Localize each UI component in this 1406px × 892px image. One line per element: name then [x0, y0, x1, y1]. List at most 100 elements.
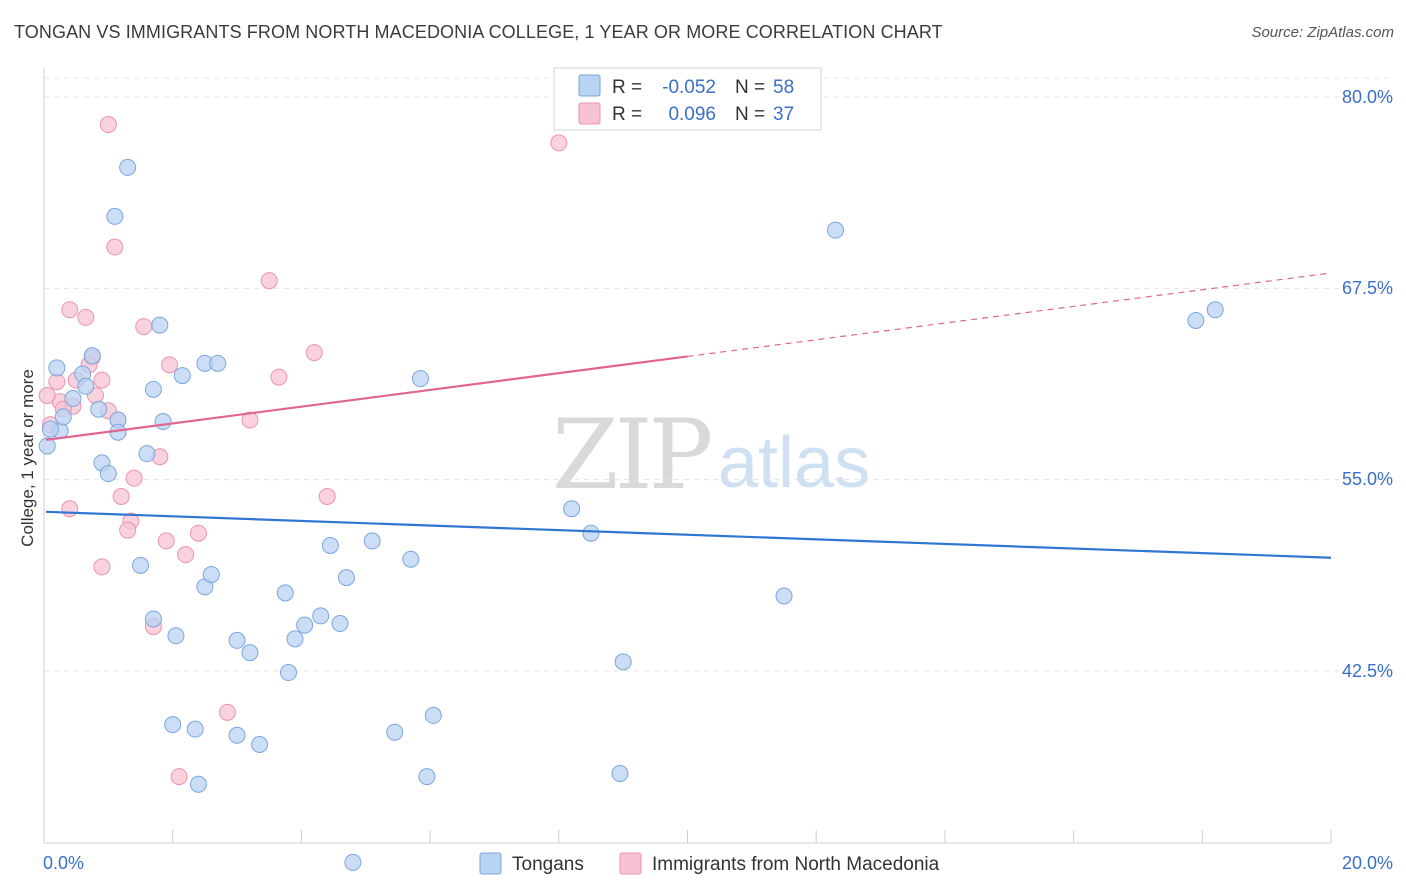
x-tick-label-max: 20.0% [1342, 853, 1393, 873]
pink-point-32 [189, 524, 207, 542]
blue-point-46 [189, 775, 207, 793]
blue-point-30 [276, 584, 294, 602]
pink-point-6 [260, 272, 278, 290]
series-legend-swatch-blue [479, 852, 502, 875]
blue-point-26 [202, 566, 220, 584]
pink-trend-line-solid [45, 355, 688, 441]
pink-point-27 [318, 488, 336, 506]
blue-point-54 [827, 221, 845, 239]
blue-point-34 [321, 536, 339, 554]
blue-point-38 [402, 550, 420, 568]
blue-points [38, 158, 1224, 871]
blue-point-19 [173, 367, 191, 385]
series-legend-label-blue: Tongans [512, 854, 584, 875]
blue-point-27 [228, 631, 246, 649]
blue-point-22 [132, 556, 150, 574]
pink-point-3 [61, 301, 79, 319]
legend-r-label-pink: R = [612, 104, 642, 125]
pink-point-1 [550, 134, 568, 152]
pink-point-37 [170, 768, 188, 786]
pink-point-31 [157, 532, 175, 550]
pink-trend-line-dashed [687, 272, 1332, 358]
blue-point-56 [1206, 301, 1224, 319]
blue-point-0 [38, 437, 56, 455]
blue-point-32 [296, 616, 314, 634]
pink-point-33 [177, 546, 195, 564]
blue-point-35 [331, 615, 349, 633]
blue-point-13 [119, 158, 137, 176]
correlation-legend: R = -0.052 N = 58 R = 0.096 N = 37 [553, 67, 822, 131]
blue-point-47 [418, 768, 436, 786]
pink-point-26 [112, 488, 130, 506]
legend-n-label-pink: N = [735, 104, 765, 125]
blue-point-24 [167, 627, 185, 645]
legend-swatch-blue [578, 74, 601, 97]
blue-point-33 [312, 607, 330, 625]
blue-point-49 [582, 524, 600, 542]
grid-lines [44, 77, 1392, 672]
legend-r-label-blue: R = [612, 77, 642, 98]
blue-point-41 [186, 720, 204, 738]
y-tick-label-55-0: 55.0% [1342, 469, 1393, 489]
blue-point-45 [424, 706, 442, 724]
legend-r-value-blue: -0.052 [662, 77, 716, 98]
blue-point-17 [151, 316, 169, 334]
pink-point-21 [241, 411, 259, 429]
y-tick-label-80-0: 80.0% [1342, 87, 1393, 107]
blue-point-29 [280, 664, 298, 682]
legend-swatch-pink [578, 102, 601, 125]
blue-point-28 [241, 644, 259, 662]
blue-point-21 [209, 354, 227, 372]
source-label: Source: ZipAtlas.com [1251, 24, 1394, 41]
pink-point-2 [106, 238, 124, 256]
blue-point-39 [411, 370, 429, 388]
blue-point-18 [154, 413, 172, 431]
trend-lines [45, 272, 1332, 559]
blue-point-57 [41, 420, 59, 438]
pink-point-0 [99, 116, 117, 134]
pink-point-11 [270, 368, 288, 386]
y-tick-label-42-5: 42.5% [1342, 661, 1393, 681]
blue-point-53 [775, 587, 793, 605]
blue-point-14 [106, 207, 124, 225]
series-legend: Tongans Immigrants from North Macedonia [479, 852, 940, 875]
blue-point-37 [363, 532, 381, 550]
blue-point-44 [386, 723, 404, 741]
legend-n-value-blue: 58 [773, 77, 794, 98]
blue-point-6 [77, 377, 95, 395]
pink-point-5 [135, 318, 153, 336]
pink-point-36 [218, 703, 236, 721]
blue-point-50 [563, 500, 581, 518]
pink-point-7 [305, 344, 323, 362]
blue-point-31 [286, 630, 304, 648]
blue-point-23 [144, 610, 162, 628]
x-tick-label-min: 0.0% [43, 853, 84, 873]
blue-point-55 [1187, 311, 1205, 329]
axes [43, 68, 1332, 844]
legend-n-label-blue: N = [735, 77, 765, 98]
pink-point-30 [119, 521, 137, 539]
pink-point-25 [125, 469, 143, 487]
blue-point-51 [614, 653, 632, 671]
blue-point-15 [138, 445, 156, 463]
blue-point-52 [611, 765, 629, 783]
pink-point-34 [93, 558, 111, 576]
blue-point-4 [64, 390, 82, 408]
blue-point-42 [228, 726, 246, 744]
blue-point-40 [164, 716, 182, 734]
watermark-zip: ZIP [552, 399, 711, 511]
blue-point-7 [83, 347, 101, 365]
legend-r-value-pink: 0.096 [668, 104, 716, 125]
watermark-atlas: atlas [718, 423, 870, 503]
blue-point-48 [344, 853, 362, 871]
blue-point-16 [144, 380, 162, 398]
y-axis-label: College, 1 year or more [18, 369, 37, 547]
pink-point-23 [38, 386, 56, 404]
chart-title: TONGAN VS IMMIGRANTS FROM NORTH MACEDONI… [14, 22, 943, 42]
blue-point-3 [54, 408, 72, 426]
blue-point-43 [251, 735, 269, 753]
series-legend-swatch-pink [619, 852, 642, 875]
series-legend-label-pink: Immigrants from North Macedonia [652, 854, 940, 875]
blue-trend-line [45, 510, 1332, 559]
